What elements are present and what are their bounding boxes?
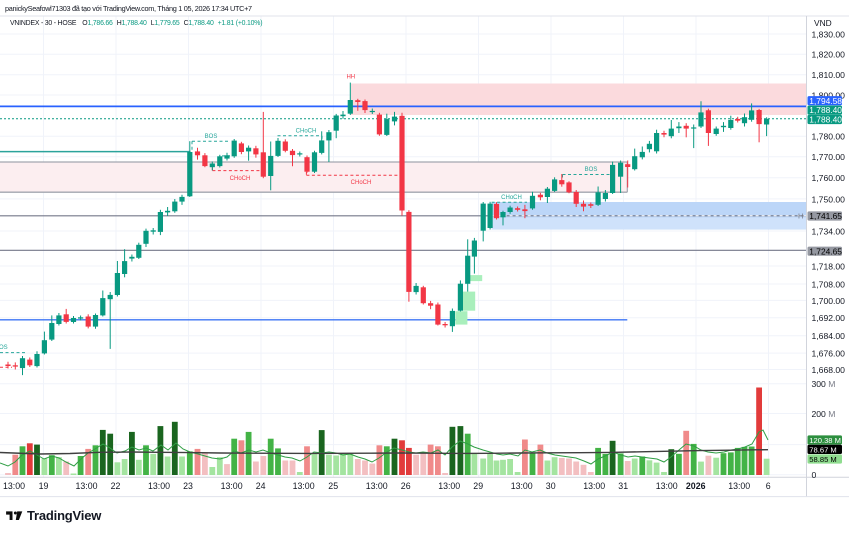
svg-text:1,770.00: 1,770.00 — [812, 152, 846, 162]
svg-text:BOS: BOS — [0, 345, 8, 351]
svg-text:1,830.00: 1,830.00 — [812, 29, 846, 39]
svg-text:1,668.00: 1,668.00 — [812, 365, 846, 375]
svg-text:1,676.00: 1,676.00 — [812, 349, 846, 359]
svg-text:VND: VND — [814, 18, 832, 28]
svg-text:BOS: BOS — [205, 134, 218, 140]
svg-text:120.38 M: 120.38 M — [809, 436, 841, 445]
svg-text:1,684.00: 1,684.00 — [812, 331, 846, 341]
svg-text:1,718.00: 1,718.00 — [812, 261, 846, 271]
svg-text:26: 26 — [401, 481, 411, 491]
svg-text:13:00: 13:00 — [438, 481, 460, 491]
svg-text:19: 19 — [39, 481, 49, 491]
svg-text:CHoCH: CHoCH — [230, 176, 251, 182]
svg-text:22: 22 — [111, 481, 121, 491]
svg-text:13:00: 13:00 — [221, 481, 243, 491]
svg-text:13:00: 13:00 — [293, 481, 315, 491]
svg-text:1,724.65: 1,724.65 — [809, 246, 842, 256]
svg-text:200 M: 200 M — [812, 409, 836, 419]
svg-text:1,810.00: 1,810.00 — [812, 70, 846, 80]
svg-text:TradingView: TradingView — [27, 508, 102, 523]
svg-text:CHoCH: CHoCH — [296, 128, 317, 134]
svg-text:13:00: 13:00 — [583, 481, 605, 491]
svg-text:78.67 M: 78.67 M — [809, 446, 836, 455]
svg-text:BOS: BOS — [585, 167, 598, 173]
svg-text:30: 30 — [546, 481, 556, 491]
svg-text:13:00: 13:00 — [3, 481, 25, 491]
svg-text:1,788.40: 1,788.40 — [809, 105, 842, 115]
svg-text:13:00: 13:00 — [75, 481, 97, 491]
svg-text:1,708.00: 1,708.00 — [812, 279, 846, 289]
svg-text:6: 6 — [766, 481, 771, 491]
svg-text:1,794.58: 1,794.58 — [809, 96, 842, 106]
svg-text:CHoCH: CHoCH — [351, 180, 372, 186]
svg-text:0: 0 — [812, 470, 817, 480]
svg-text:1,760.00: 1,760.00 — [812, 173, 846, 183]
svg-text:1,788.40: 1,788.40 — [809, 115, 842, 125]
svg-text:1,800.00: 1,800.00 — [812, 90, 846, 100]
svg-text:24: 24 — [256, 481, 266, 491]
svg-text:1,692.00: 1,692.00 — [812, 313, 846, 323]
svg-text:1,700.00: 1,700.00 — [812, 296, 846, 306]
svg-text:1,734.00: 1,734.00 — [812, 226, 846, 236]
svg-text:58.85 M: 58.85 M — [809, 455, 836, 464]
svg-text:13:00: 13:00 — [728, 481, 750, 491]
svg-text:25: 25 — [328, 481, 338, 491]
svg-text:13:00: 13:00 — [148, 481, 170, 491]
svg-text:HH: HH — [346, 75, 355, 81]
svg-text:H: H — [798, 212, 803, 221]
svg-text:2026: 2026 — [686, 481, 706, 491]
svg-text:13:00: 13:00 — [366, 481, 388, 491]
svg-text:panickySeafowl71303 đã tạo với: panickySeafowl71303 đã tạo với TradingVi… — [5, 4, 252, 13]
svg-text:13:00: 13:00 — [511, 481, 533, 491]
svg-text:13:00: 13:00 — [656, 481, 678, 491]
svg-text:1,750.00: 1,750.00 — [812, 194, 846, 204]
svg-text:29: 29 — [473, 481, 483, 491]
svg-text:1,780.00: 1,780.00 — [812, 132, 846, 142]
svg-text:300 M: 300 M — [812, 379, 836, 389]
svg-text:CHoCH: CHoCH — [501, 195, 522, 201]
svg-text:1,741.65: 1,741.65 — [809, 211, 842, 221]
svg-text:1,820.00: 1,820.00 — [812, 50, 846, 60]
svg-text:31: 31 — [618, 481, 628, 491]
svg-text:23: 23 — [183, 481, 193, 491]
